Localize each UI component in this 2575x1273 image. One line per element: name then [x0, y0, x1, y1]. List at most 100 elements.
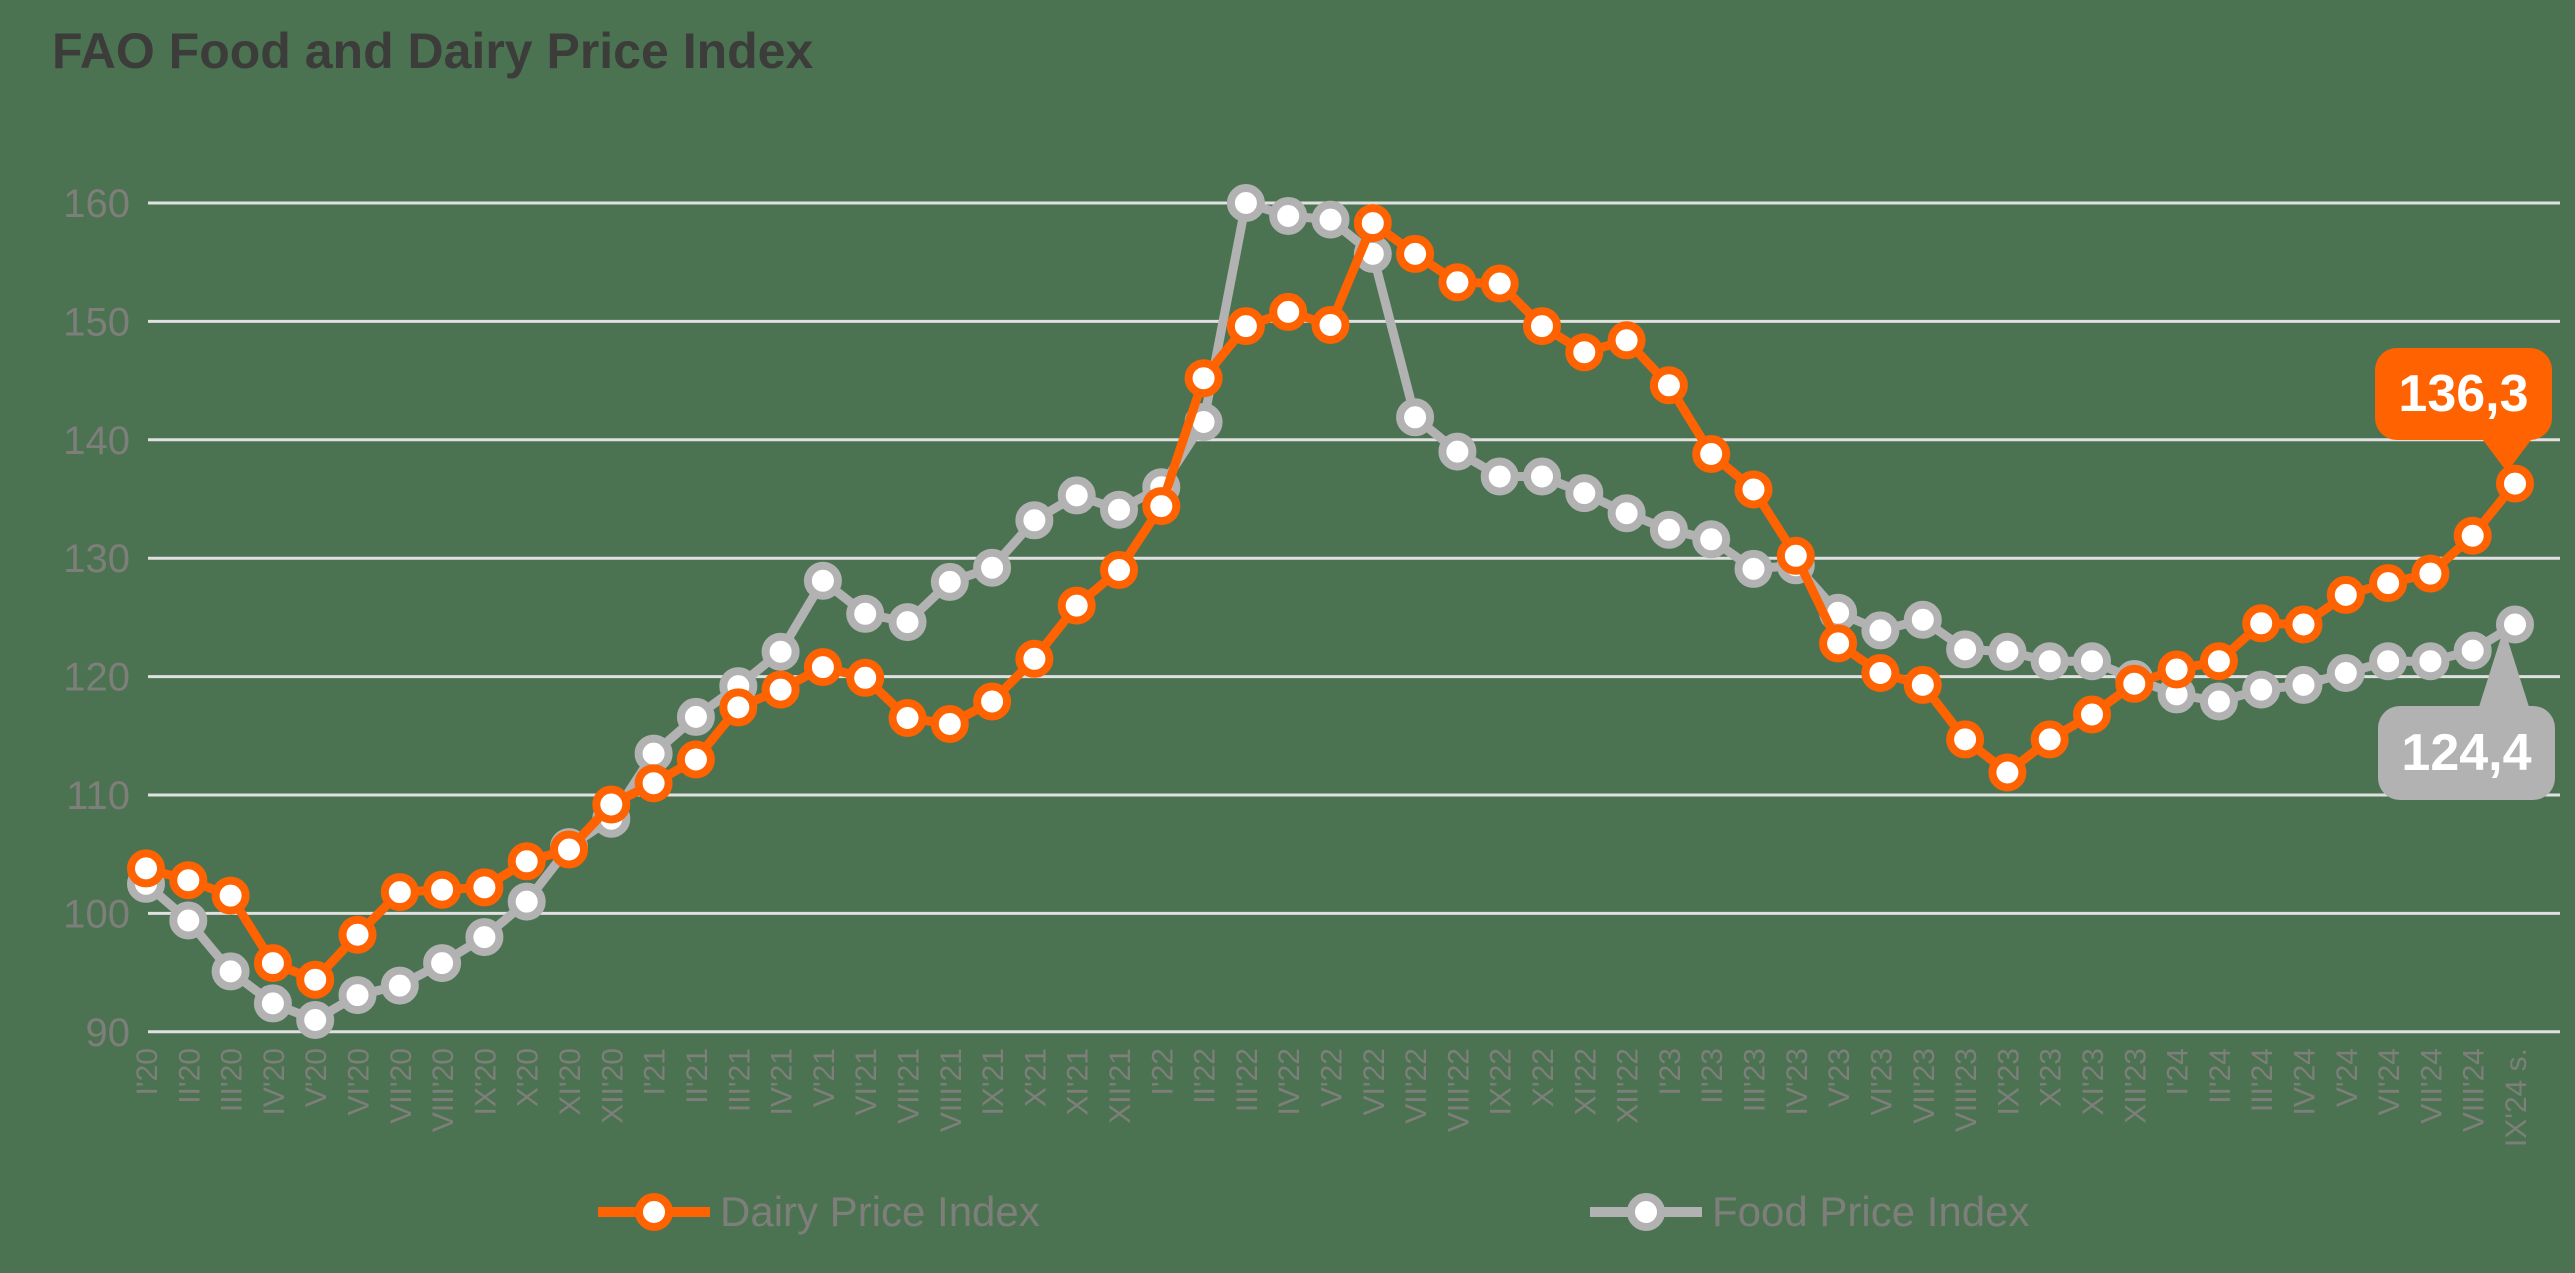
x-tick-label-36: XII'22 [1612, 1048, 1645, 1124]
dairy-data-point-I'21 [634, 764, 673, 803]
x-tick-label-19: VII'21 [893, 1048, 926, 1124]
x-tick-label-6: VI'20 [343, 1048, 376, 1115]
dairy-data-point-VII'22 [1396, 234, 1435, 273]
x-tick-label-38: II'23 [1696, 1048, 1729, 1104]
dairy-data-point-VIII'24 [2453, 516, 2492, 555]
dairy-data-point-XI'23 [2073, 695, 2111, 734]
dairy-data-point-VII'21 [888, 699, 927, 737]
x-tick-label-51: III'24 [2246, 1048, 2279, 1112]
dairy-legend-marker-icon [598, 1193, 710, 1231]
dairy-data-point-XII'21 [1100, 551, 1138, 589]
x-tick-label-17: V'21 [808, 1048, 841, 1107]
x-tick-label-30: VI'22 [1358, 1048, 1391, 1115]
x-tick-label-8: VIII'20 [427, 1048, 460, 1132]
x-tick-label-21: IX'21 [977, 1048, 1010, 1115]
dairy-data-point-XI'20 [550, 830, 588, 869]
x-tick-label-13: I'21 [639, 1048, 672, 1095]
x-tick-label-52: IV'24 [2289, 1048, 2322, 1115]
x-tick-label-4: IV'20 [258, 1048, 291, 1115]
food-data-point-XI'23 [2073, 642, 2111, 681]
x-tick-label-32: VIII'22 [1442, 1048, 1475, 1132]
food-data-point-IX'24 s. [2496, 605, 2534, 644]
food-data-point-IV'21 [761, 632, 800, 671]
dairy-data-point-VIII'20 [423, 870, 462, 909]
x-tick-label-15: III'21 [723, 1048, 756, 1112]
legend-item-food[interactable]: Food Price Index [1588, 1188, 2030, 1236]
x-tick-label-35: XI'22 [1569, 1048, 1602, 1115]
food-data-point-V'20 [296, 1001, 335, 1039]
food-data-point-V'21 [803, 561, 842, 600]
dairy-data-point-II'24 [2199, 642, 2238, 681]
dairy-data-point-XII'20 [592, 785, 631, 824]
y-tick-label-110: 110 [66, 774, 130, 818]
x-tick-label-28: IV'22 [1273, 1048, 1306, 1115]
dairy-data-point-II'20 [169, 861, 208, 900]
x-tick-label-29: V'22 [1316, 1048, 1349, 1107]
x-tick-label-2: II'20 [173, 1048, 206, 1104]
y-tick-label-130: 130 [63, 537, 130, 581]
food-data-point-I'23 [1649, 510, 1688, 549]
dairy-data-point-VII'20 [380, 873, 419, 912]
dairy-data-point-III'22 [1226, 307, 1265, 346]
legend-item-dairy[interactable]: Dairy Price Index [596, 1188, 1040, 1236]
food-data-point-IX'21 [973, 548, 1012, 587]
food-data-point-VI'24 [2369, 642, 2408, 681]
legend-label-dairy: Dairy Price Index [720, 1188, 1040, 1235]
dairy-data-point-IX'24 s. [2496, 464, 2534, 503]
food-data-point-IV'20 [253, 984, 292, 1023]
dairy-data-point-IX'23 [1988, 753, 2027, 792]
food-data-point-IX'22 [1480, 457, 1519, 496]
x-tick-label-47: XI'23 [2077, 1048, 2110, 1115]
x-tick-label-31: VII'22 [1400, 1048, 1433, 1124]
food-data-point-X'20 [507, 882, 546, 921]
x-tick-label-26: II'22 [1189, 1048, 1222, 1104]
dairy-data-point-XII'22 [1607, 321, 1646, 360]
dairy-data-point-X'22 [1523, 307, 1561, 346]
food-data-point-VIII'24 [2453, 631, 2492, 670]
x-tick-label-18: VI'21 [850, 1048, 883, 1115]
x-tick-label-37: I'23 [1654, 1048, 1687, 1095]
dairy-data-point-II'21 [676, 740, 715, 779]
food-data-point-VII'21 [888, 603, 927, 642]
dairy-data-point-VI'24 [2369, 564, 2408, 603]
food-data-point-VIII'21 [930, 562, 969, 601]
x-tick-label-23: XI'21 [1062, 1048, 1095, 1115]
food-data-point-VII'24 [2411, 642, 2450, 681]
dairy-data-point-VIII'23 [1946, 720, 1985, 759]
food-data-point-VI'20 [338, 976, 377, 1015]
x-tick-label-12: XII'20 [596, 1048, 629, 1124]
food-data-point-IV'22 [1269, 197, 1308, 235]
food-data-point-XI'22 [1565, 474, 1604, 513]
food-data-point-X'21 [1015, 501, 1054, 540]
dairy-data-point-I'24 [2157, 650, 2196, 689]
x-tick-label-1: I'20 [131, 1048, 164, 1095]
food-callout-value: 124,4 [2401, 724, 2532, 782]
dairy-data-point-V'20 [296, 960, 335, 999]
x-tick-label-56: VIII'24 [2458, 1048, 2491, 1132]
x-tick-label-7: VII'20 [385, 1048, 418, 1124]
x-tick-label-9: IX'20 [469, 1048, 502, 1115]
y-tick-label-90: 90 [86, 1011, 131, 1055]
food-data-point-XII'22 [1607, 494, 1646, 533]
x-tick-label-49: I'24 [2162, 1048, 2195, 1095]
dairy-data-point-III'20 [211, 876, 250, 915]
dairy-data-point-X'20 [507, 842, 546, 881]
food-data-point-III'23 [1734, 549, 1773, 588]
food-data-point-II'24 [2199, 682, 2238, 721]
y-tick-label-120: 120 [63, 656, 130, 700]
food-data-point-VIII'22 [1438, 432, 1477, 471]
dairy-data-point-VIII'21 [930, 705, 969, 743]
dairy-data-point-I'23 [1649, 366, 1688, 405]
x-tick-label-3: III'20 [216, 1048, 249, 1112]
dairy-data-point-V'22 [1311, 306, 1350, 344]
dairy-data-point-IV'24 [2284, 605, 2323, 644]
x-tick-label-27: III'22 [1231, 1048, 1264, 1112]
x-tick-label-25: I'22 [1146, 1048, 1179, 1095]
food-data-point-II'20 [169, 901, 208, 940]
food-data-point-VII'23 [1903, 600, 1942, 639]
dairy-data-point-IX'20 [465, 868, 504, 907]
x-tick-label-46: X'23 [2035, 1048, 2068, 1107]
x-tick-label-10: X'20 [512, 1048, 545, 1107]
food-data-point-V'22 [1311, 200, 1350, 239]
